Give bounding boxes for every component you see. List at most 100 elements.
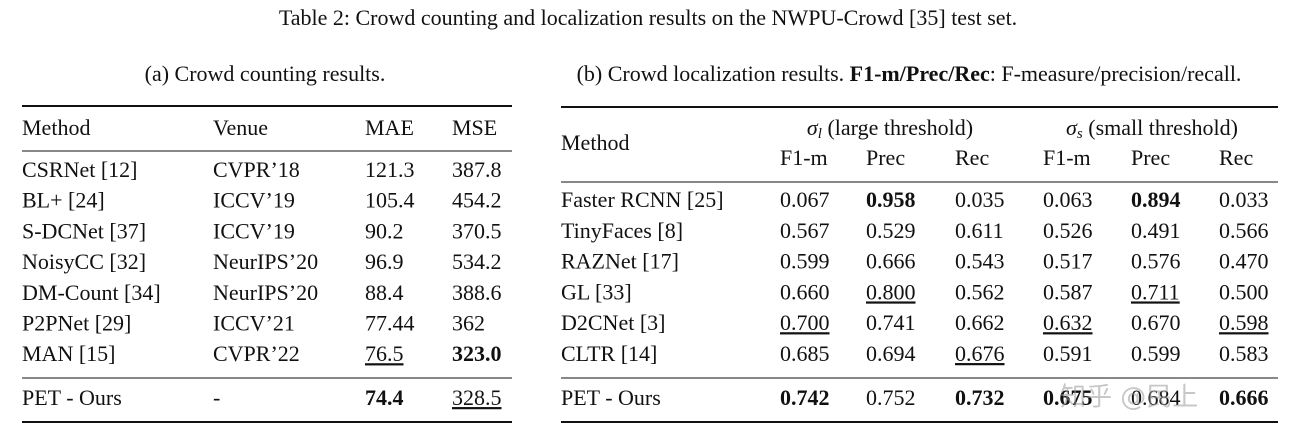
cell: 0.591 <box>1043 341 1093 366</box>
cell: 0.741 <box>866 310 916 335</box>
cell: NoisyCC [32] <box>22 249 146 274</box>
cell: 454.2 <box>452 188 502 213</box>
cell: 0.694 <box>866 341 916 366</box>
header-cell: Prec <box>1131 145 1170 170</box>
cell: 0.742 <box>780 385 830 410</box>
cell: 323.0 <box>452 341 502 366</box>
cell: 0.500 <box>1219 279 1269 304</box>
cell: 0.567 <box>780 218 830 243</box>
cell: 388.6 <box>452 280 502 305</box>
cell: 370.5 <box>452 218 502 243</box>
cell: DM-Count [34] <box>22 280 161 305</box>
cell: - <box>213 385 220 410</box>
group-header: σl (large threshold) <box>807 115 973 142</box>
cell: 76.5 <box>365 341 404 366</box>
cell: D2CNet [3] <box>561 310 665 335</box>
caption: (a) Crowd counting results. <box>145 61 386 86</box>
cell: PET - Ours <box>22 385 122 410</box>
cell: ICCV’19 <box>213 218 295 243</box>
cell: 0.611 <box>955 218 1004 243</box>
table-title: Table 2: Crowd counting and localization… <box>279 5 1017 30</box>
watermark: 知乎 @民上 <box>1060 383 1198 413</box>
cell: 0.958 <box>866 187 916 212</box>
cell: 362 <box>452 311 485 336</box>
cell: 0.517 <box>1043 249 1093 274</box>
cell: 0.583 <box>1219 341 1269 366</box>
cell: 0.711 <box>1131 279 1180 304</box>
cell: 77.44 <box>365 311 415 336</box>
cell: 0.632 <box>1043 310 1093 335</box>
cell: 0.587 <box>1043 279 1093 304</box>
group-label: (large threshold) <box>822 115 973 140</box>
cell: S-DCNet [37] <box>22 218 146 243</box>
cell: 0.599 <box>1131 341 1181 366</box>
cell: BL+ [24] <box>22 188 105 213</box>
caption-part: (b) Crowd localization results. <box>577 61 850 86</box>
cell: 0.894 <box>1131 187 1181 212</box>
cell: 0.529 <box>866 218 916 243</box>
cell: RAZNet [17] <box>561 249 679 274</box>
cell: 0.576 <box>1131 249 1181 274</box>
header-cell: Rec <box>955 145 989 170</box>
cell: NeurIPS’20 <box>213 280 318 305</box>
cell: 74.4 <box>365 385 404 410</box>
cell: 0.470 <box>1219 249 1269 274</box>
cell: 0.666 <box>1219 385 1269 410</box>
cell: 90.2 <box>365 218 404 243</box>
cell: 0.676 <box>955 341 1005 366</box>
header-cell: MAE <box>365 115 414 140</box>
cell: 0.670 <box>1131 310 1181 335</box>
cell: 328.5 <box>452 385 502 410</box>
cell: 0.491 <box>1131 218 1181 243</box>
cell: 534.2 <box>452 249 502 274</box>
cell: 0.063 <box>1043 187 1093 212</box>
cell: 0.526 <box>1043 218 1093 243</box>
cell: 0.562 <box>955 279 1005 304</box>
cell: 121.3 <box>365 157 415 182</box>
cell: 0.598 <box>1219 310 1269 335</box>
header-cell: MSE <box>452 115 497 140</box>
cell: NeurIPS’20 <box>213 249 318 274</box>
symbol: σ <box>1066 115 1078 140</box>
cell: 0.599 <box>780 249 830 274</box>
symbol: σ <box>807 115 819 140</box>
cell: CVPR’18 <box>213 157 300 182</box>
header-cell: Venue <box>213 115 268 140</box>
header-cell: F1-m <box>1043 145 1091 170</box>
cell: Faster RCNN [25] <box>561 187 724 212</box>
cell: 96.9 <box>365 249 404 274</box>
cell: 0.666 <box>866 249 916 274</box>
cell: 88.4 <box>365 280 404 305</box>
cell: ICCV’19 <box>213 188 295 213</box>
cell: 0.033 <box>1219 187 1269 212</box>
cell: TinyFaces [8] <box>561 218 683 243</box>
cell: 0.660 <box>780 279 830 304</box>
cell: 0.752 <box>866 385 916 410</box>
cell: 0.685 <box>780 341 830 366</box>
cell: 0.566 <box>1219 218 1269 243</box>
cell: 0.675 <box>1043 385 1093 410</box>
cell: 0.800 <box>866 279 916 304</box>
cell: MAN [15] <box>22 341 116 366</box>
cell: PET - Ours <box>561 385 661 410</box>
cell: 0.543 <box>955 249 1005 274</box>
cell: GL [33] <box>561 279 632 304</box>
cell: 0.684 <box>1131 385 1181 410</box>
cell: 0.067 <box>780 187 830 212</box>
cell: 387.8 <box>452 157 502 182</box>
cell: 0.732 <box>955 385 1005 410</box>
cell: ICCV’21 <box>213 311 295 336</box>
header-cell: Rec <box>1219 145 1253 170</box>
header-cell: Prec <box>866 145 905 170</box>
cell: CSRNet [12] <box>22 157 138 182</box>
caption-part: : F-measure/precision/recall. <box>990 61 1242 86</box>
header-cell: F1-m <box>780 145 828 170</box>
cell: 0.700 <box>780 310 830 335</box>
group-label: (small threshold) <box>1083 115 1238 140</box>
caption: (b) Crowd localization results. F1-m/Pre… <box>577 61 1242 86</box>
group-header: σs (small threshold) <box>1066 115 1238 142</box>
subscript: s <box>1077 126 1083 142</box>
header-cell: Method <box>561 130 629 155</box>
